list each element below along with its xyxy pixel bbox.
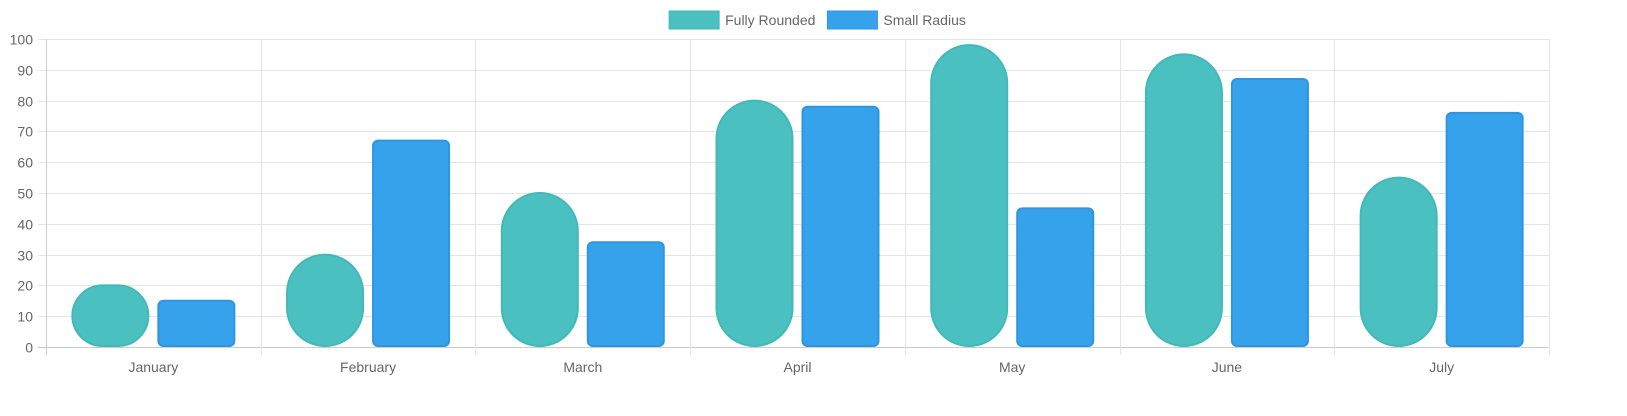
- x-tick-label: May: [999, 359, 1025, 375]
- y-tick-label: 10: [17, 309, 33, 325]
- legend-swatch[interactable]: [826, 10, 878, 30]
- bar-fully-rounded[interactable]: [286, 253, 365, 348]
- y-axis: 0 10 20 30 40 50 60 70 80 90 100: [10, 32, 34, 356]
- bar-fully-rounded[interactable]: [715, 99, 794, 347]
- legend[interactable]: Fully Rounded Small Radius: [668, 10, 966, 30]
- legend-label[interactable]: Fully Rounded: [725, 12, 815, 28]
- y-tick-label: 0: [25, 340, 33, 356]
- x-tick-label: March: [563, 359, 602, 375]
- x-tick-label: April: [783, 359, 811, 375]
- y-tick-label: 50: [17, 186, 33, 202]
- y-tick-label: 40: [17, 217, 33, 233]
- bar-small-radius[interactable]: [1016, 207, 1095, 347]
- y-tick-label: 70: [17, 124, 33, 140]
- bar-fully-rounded[interactable]: [71, 284, 150, 347]
- legend-label[interactable]: Small Radius: [883, 12, 965, 28]
- y-tick-label: 90: [17, 63, 33, 79]
- y-tick-label: 60: [17, 155, 33, 171]
- bars-layer: [71, 44, 1524, 348]
- x-tick-label: January: [128, 359, 178, 375]
- bar-small-radius[interactable]: [157, 299, 236, 347]
- x-tick-label: February: [340, 359, 396, 375]
- y-tick-label: 20: [17, 278, 33, 294]
- x-tick-label: June: [1212, 359, 1243, 375]
- legend-swatch[interactable]: [668, 10, 720, 30]
- grid-layer: [38, 39, 1550, 355]
- bar-fully-rounded[interactable]: [1359, 176, 1438, 347]
- bar-fully-rounded[interactable]: [930, 44, 1009, 347]
- bar-small-radius[interactable]: [586, 241, 665, 347]
- x-tick-label: July: [1429, 359, 1454, 375]
- x-axis: January February March April May June July: [128, 359, 1454, 375]
- bar-small-radius[interactable]: [1230, 78, 1309, 347]
- bar-small-radius[interactable]: [372, 139, 451, 347]
- y-tick-label: 100: [10, 32, 34, 48]
- bar-small-radius[interactable]: [801, 105, 880, 348]
- bar-fully-rounded[interactable]: [1144, 53, 1223, 348]
- y-tick-label: 80: [17, 94, 33, 110]
- y-tick-label: 30: [17, 248, 33, 264]
- bar-small-radius[interactable]: [1445, 111, 1524, 347]
- bar-fully-rounded[interactable]: [500, 192, 579, 347]
